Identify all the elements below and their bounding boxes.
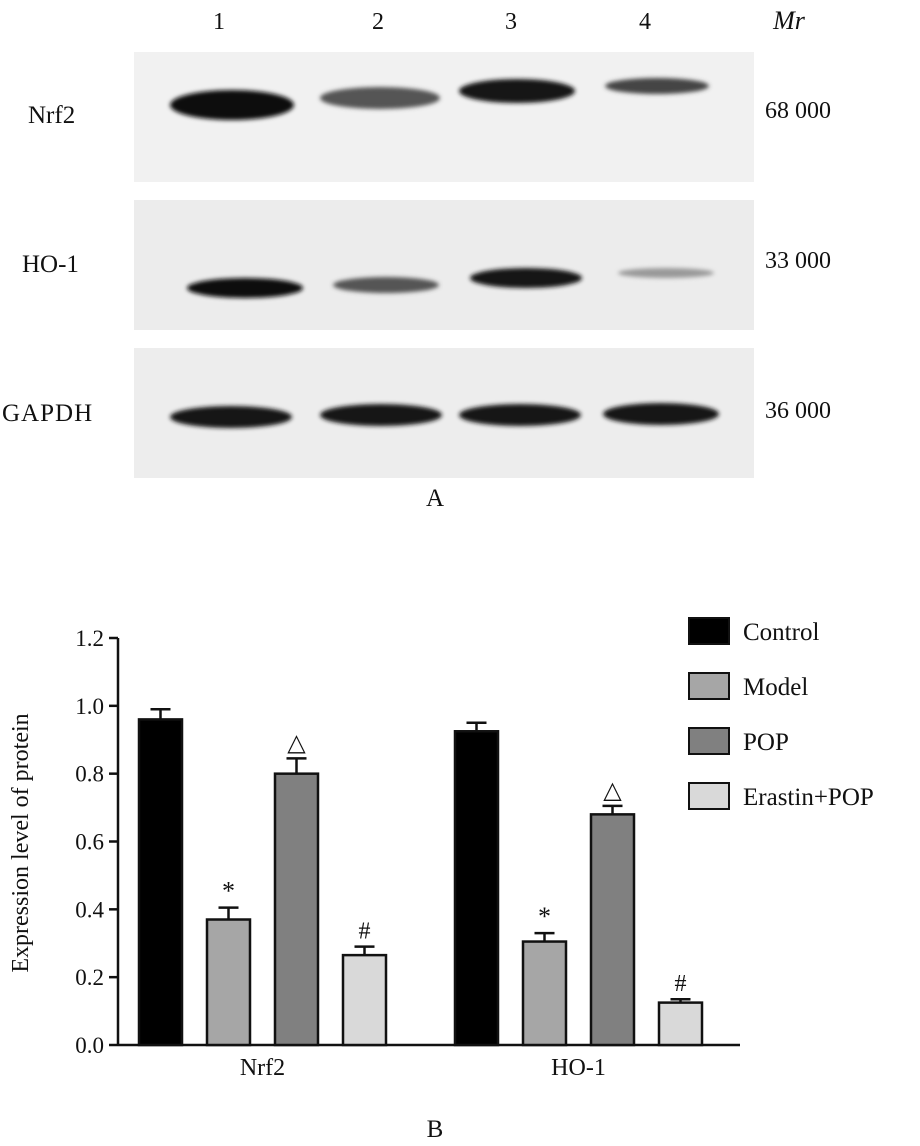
row-label-gapdh: GAPDH [2, 400, 93, 427]
bar [137, 718, 184, 1047]
bar [205, 918, 252, 1047]
legend-label: Control [743, 619, 819, 646]
lane-label-3: 3 [505, 9, 517, 35]
blot-strip-ho1 [134, 200, 754, 330]
x-axis-labels: Nrf2 HO-1 [240, 1055, 606, 1081]
y-axis-ticks: 0.0 0.2 0.4 0.6 0.8 1.0 1.2 [75, 626, 118, 1058]
y-tick-label: 0.0 [75, 1033, 104, 1058]
row-label-ho1: HO-1 [22, 251, 79, 278]
legend-label: Erastin+POP [743, 784, 874, 811]
significance-mark: # [359, 919, 371, 945]
panel-label-a: A [426, 485, 444, 512]
legend-label: POP [743, 729, 789, 756]
lane-label-2: 2 [372, 9, 384, 35]
band-nrf2-lane3 [459, 79, 575, 103]
significance-mark: * [538, 902, 551, 931]
mr-label-nrf2: 68 000 [765, 98, 831, 124]
bands-nrf2 [170, 78, 709, 120]
legend-swatch [688, 782, 730, 810]
legend-swatch [688, 672, 730, 700]
band-gapdh-lane1 [170, 406, 292, 428]
y-tick-label: 1.0 [75, 694, 104, 719]
band-nrf2-lane4 [605, 78, 709, 94]
legend-swatch [688, 727, 730, 755]
band-ho1-lane1 [187, 278, 303, 298]
y-tick-label: 0.8 [75, 762, 104, 787]
bar [273, 772, 320, 1047]
mr-label-ho1: 33 000 [765, 248, 831, 274]
band-ho1-lane2 [333, 277, 439, 293]
x-category-label: HO-1 [551, 1055, 606, 1081]
legend-swatch [688, 617, 730, 645]
bar [657, 1001, 704, 1047]
bar [453, 730, 500, 1047]
y-axis-label: Expression level of protein [8, 713, 34, 972]
bars-group: * △ # * △ # [137, 707, 704, 1047]
bands-gapdh [170, 403, 719, 428]
legend-label: Model [743, 674, 808, 701]
significance-mark: # [675, 971, 687, 997]
band-gapdh-lane4 [603, 403, 719, 425]
band-ho1-lane4 [618, 268, 714, 278]
significance-mark: * [222, 877, 235, 906]
bar-chart: Expression level of protein 0.0 0.2 0.4 0.6… [8, 617, 874, 1143]
western-blot-panel: 1 2 3 4 Mr Nrf2 HO-1 GAPDH [2, 6, 831, 512]
bar [341, 953, 388, 1047]
bands-ho1 [187, 268, 714, 298]
panel-label-b: B [427, 1116, 444, 1143]
y-tick-label: 1.2 [75, 626, 104, 651]
lane-label-4: 4 [639, 9, 651, 35]
band-nrf2-lane2 [320, 87, 440, 109]
bar [521, 940, 568, 1047]
band-ho1-lane3 [470, 268, 582, 288]
bar [589, 813, 636, 1047]
mr-label-gapdh: 36 000 [765, 398, 831, 424]
significance-mark: △ [287, 730, 306, 756]
row-label-nrf2: Nrf2 [28, 102, 75, 129]
mr-header: Mr [772, 6, 806, 35]
band-gapdh-lane3 [459, 404, 581, 426]
y-tick-label: 0.2 [75, 965, 104, 990]
significance-mark: △ [603, 778, 622, 804]
lane-label-1: 1 [213, 9, 225, 35]
band-gapdh-lane2 [320, 404, 442, 426]
x-category-label: Nrf2 [240, 1055, 285, 1081]
y-tick-label: 0.6 [75, 830, 104, 855]
band-nrf2-lane1 [170, 90, 294, 120]
legend: Control Model POP Erastin+POP [688, 617, 874, 811]
y-tick-label: 0.4 [75, 897, 104, 922]
